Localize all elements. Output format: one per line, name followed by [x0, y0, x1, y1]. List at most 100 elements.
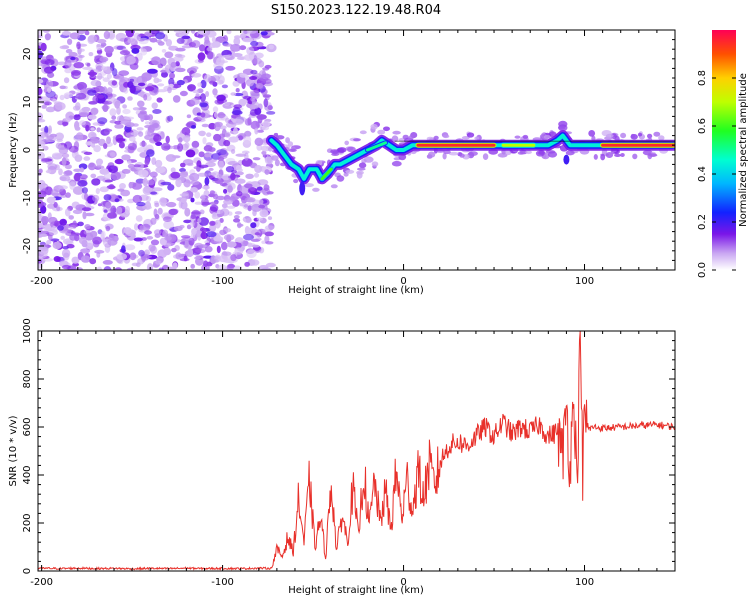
- figure-title: S150.2023.122.19.48.R04: [271, 3, 441, 18]
- noise-blob: [85, 124, 90, 132]
- noise-blob: [62, 246, 69, 250]
- noise-blob: [254, 165, 263, 173]
- ridge-halo: [356, 171, 363, 179]
- noise-blob: [192, 89, 200, 94]
- noise-blob: [106, 185, 116, 190]
- x-tick-label: 100: [575, 276, 594, 287]
- noise-blob: [130, 132, 138, 136]
- noise-blob: [161, 142, 171, 151]
- ridge-halo: [448, 151, 459, 156]
- noise-blob: [106, 87, 113, 95]
- noise-blob: [38, 190, 47, 198]
- noise-blob: [38, 258, 42, 264]
- noise-blob: [197, 172, 208, 177]
- noise-blob: [235, 88, 240, 93]
- noise-blob: [262, 125, 269, 131]
- noise-blob: [65, 192, 71, 198]
- noise-blob: [79, 167, 85, 173]
- x-tick-label: 0: [400, 276, 406, 287]
- noise-blob: [97, 72, 103, 81]
- noise-blob: [251, 244, 260, 248]
- noise-blob: [68, 145, 79, 153]
- noise-blob: [47, 72, 55, 78]
- noise-blob: [167, 115, 174, 122]
- noise-blob: [179, 171, 189, 178]
- noise-blob: [139, 110, 147, 115]
- noise-blob: [249, 109, 258, 116]
- ridge-halo: [331, 152, 340, 156]
- noise-blob: [62, 121, 69, 127]
- ridge-halo: [535, 150, 545, 157]
- noise-blob: [259, 209, 269, 218]
- noise-blob: [158, 267, 164, 270]
- y-tick-label: 600: [22, 417, 33, 436]
- noise-blob: [264, 156, 274, 165]
- noise-blob: [137, 169, 149, 178]
- noise-blob: [40, 42, 47, 52]
- noise-blob: [97, 39, 107, 44]
- noise-blob: [59, 94, 65, 101]
- noise-blob: [81, 187, 88, 194]
- noise-blob: [80, 255, 91, 263]
- noise-blob: [121, 168, 131, 174]
- noise-blob: [41, 104, 47, 109]
- noise-blob: [199, 102, 208, 108]
- noise-blob: [198, 164, 209, 168]
- noise-blob: [183, 219, 192, 224]
- ridge-halo: [359, 130, 367, 135]
- noise-blob: [54, 220, 59, 227]
- noise-blob: [168, 83, 174, 88]
- noise-blob: [90, 127, 95, 131]
- y-tick-label: 0: [22, 568, 33, 574]
- noise-blob: [38, 87, 43, 96]
- noise-blob: [234, 35, 241, 39]
- noise-blob: [116, 206, 123, 215]
- y-tick-label: 0: [22, 147, 33, 153]
- noise-blob: [151, 56, 162, 66]
- noise-blob: [146, 236, 154, 240]
- noise-blob: [138, 131, 144, 137]
- noise-blob: [265, 262, 276, 268]
- ridge-hotspot: [320, 167, 333, 181]
- noise-blob: [146, 179, 155, 186]
- noise-blob: [122, 104, 127, 109]
- ridge-halo: [337, 147, 347, 153]
- noise-blob: [92, 240, 100, 248]
- noise-blob: [50, 238, 60, 242]
- noise-blob: [82, 66, 93, 70]
- noise-blob: [234, 211, 242, 215]
- noise-blob: [120, 189, 131, 197]
- noise-blob: [225, 117, 230, 124]
- noise-blob: [63, 77, 70, 84]
- noise-blob: [42, 145, 49, 151]
- noise-blob: [116, 253, 127, 261]
- noise-blob: [140, 48, 148, 56]
- noise-blob: [179, 193, 189, 197]
- noise-blob: [225, 166, 235, 173]
- noise-blob: [170, 171, 181, 179]
- noise-blob: [256, 217, 263, 221]
- noise-blob: [88, 52, 94, 57]
- noise-blob: [150, 217, 157, 225]
- noise-blob: [198, 130, 206, 137]
- noise-blob: [180, 200, 188, 210]
- noise-blob: [42, 224, 52, 231]
- noise-blob: [255, 83, 264, 89]
- noise-blob: [245, 173, 254, 179]
- noise-blob: [246, 46, 255, 56]
- noise-blob: [250, 40, 259, 47]
- snr-background: [38, 331, 675, 571]
- noise-blob: [56, 206, 61, 212]
- noise-blob: [127, 142, 137, 151]
- noise-blob: [168, 208, 178, 216]
- noise-blob: [239, 45, 247, 51]
- noise-blob: [103, 143, 108, 149]
- noise-blob: [127, 160, 132, 165]
- noise-blob: [178, 31, 184, 38]
- noise-blob: [157, 63, 164, 69]
- y-tick-label: 200: [22, 513, 33, 532]
- noise-blob: [105, 225, 111, 232]
- noise-blob: [239, 73, 248, 78]
- noise-blob: [249, 90, 260, 96]
- noise-blob: [96, 266, 102, 270]
